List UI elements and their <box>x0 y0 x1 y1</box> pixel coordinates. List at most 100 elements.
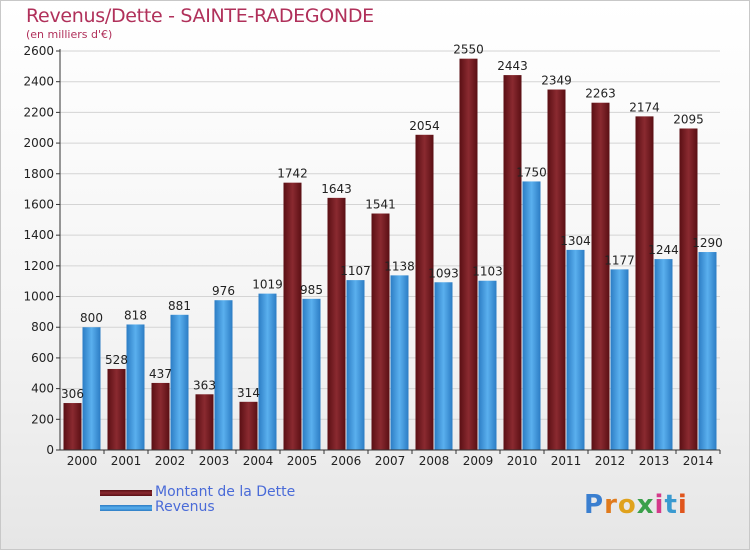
logo-letter: i <box>654 490 665 520</box>
y-tick-label: 2400 <box>23 75 54 89</box>
y-tick-label: 1800 <box>23 167 54 181</box>
bar-dette <box>415 134 434 451</box>
bar-revenus <box>522 181 541 450</box>
legend-label-debt: Montant de la Dette <box>155 484 296 500</box>
y-tick-label: 400 <box>31 382 54 396</box>
logo-letter: x <box>636 490 655 520</box>
y-tick-label: 600 <box>31 351 54 365</box>
data-label-dette: 1643 <box>321 182 352 196</box>
bar-dette <box>547 89 566 450</box>
x-tick-label: 2003 <box>199 454 230 468</box>
x-tick-label: 2006 <box>331 454 362 468</box>
y-tick-label: 2600 <box>23 44 54 58</box>
bar-revenus <box>214 300 233 450</box>
data-label-revenus: 1750 <box>516 165 547 179</box>
x-tick-label: 2012 <box>595 454 626 468</box>
data-label-revenus: 976 <box>212 284 235 298</box>
bar-revenus <box>566 249 585 450</box>
bar-dette <box>635 116 654 450</box>
data-label-dette: 2550 <box>453 43 484 57</box>
chart-subtitle: (en milliers d'€) <box>26 28 113 41</box>
data-label-dette: 2263 <box>585 87 616 101</box>
x-tick-label: 2007 <box>375 454 406 468</box>
data-label-layer: 306 800 528 818 437 881 363 976 314 1019 1742 985 16… <box>61 43 723 401</box>
legend-swatch-debt <box>100 490 152 496</box>
data-label-revenus: 985 <box>300 283 323 297</box>
data-label-revenus: 1177 <box>604 253 635 267</box>
data-label-dette: 363 <box>193 378 216 392</box>
x-tick-label: 2009 <box>463 454 494 468</box>
bar-revenus <box>610 269 629 450</box>
data-label-dette: 528 <box>105 353 128 367</box>
data-label-revenus: 881 <box>168 299 191 313</box>
data-label-revenus: 1290 <box>692 236 723 250</box>
bar-revenus <box>390 275 409 450</box>
x-tick-label: 2005 <box>287 454 318 468</box>
bar-dette <box>459 58 478 451</box>
data-label-dette: 2054 <box>409 119 440 133</box>
data-label-revenus: 1244 <box>648 243 679 257</box>
proxiti-logo: Proxiti <box>584 490 688 520</box>
data-label-dette: 2095 <box>673 112 704 126</box>
bar-revenus <box>82 327 101 450</box>
x-tick-label: 2002 <box>155 454 186 468</box>
bar-revenus <box>346 280 365 450</box>
logo-letter: P <box>584 490 605 520</box>
y-tick-label: 1200 <box>23 259 54 273</box>
data-label-revenus: 1304 <box>560 234 591 248</box>
logo-letter: i <box>677 490 688 520</box>
x-tick-label: 2004 <box>243 454 274 468</box>
logo-letter: t <box>664 490 678 520</box>
chart-title: Revenus/Dette - SAINTE-RADEGONDE <box>26 5 374 27</box>
data-label-revenus: 1103 <box>472 265 503 279</box>
bar-dette <box>371 213 390 450</box>
y-tick-label: 2200 <box>23 105 54 119</box>
bar-dette <box>503 75 522 451</box>
bar-dette <box>327 197 346 450</box>
y-tick-label: 200 <box>31 412 54 426</box>
y-tick-label: 2000 <box>23 136 54 150</box>
x-tick-label: 2000 <box>67 454 98 468</box>
data-label-dette: 1742 <box>277 167 308 181</box>
data-label-dette: 437 <box>149 367 172 381</box>
data-label-dette: 2349 <box>541 74 572 88</box>
data-label-revenus: 1138 <box>384 259 415 273</box>
bar-dette <box>591 102 610 450</box>
x-tick-label: 2010 <box>507 454 538 468</box>
bar-revenus <box>302 298 321 450</box>
data-label-revenus: 1093 <box>428 266 459 280</box>
y-tick-label: 0 <box>46 443 54 457</box>
y-tick-label: 1600 <box>23 197 54 211</box>
data-label-dette: 314 <box>237 386 260 400</box>
bar-revenus <box>698 252 717 450</box>
bar-revenus <box>478 280 497 450</box>
data-label-dette: 2443 <box>497 59 528 73</box>
logo-letter: o <box>617 490 637 520</box>
data-label-revenus: 1019 <box>252 278 283 292</box>
data-label-dette: 306 <box>61 387 84 401</box>
bar-revenus <box>258 293 277 450</box>
y-tick-label: 1400 <box>23 228 54 242</box>
bar-dette <box>151 382 170 450</box>
data-label-revenus: 1107 <box>340 264 371 278</box>
bar-dette <box>679 128 698 450</box>
bar-layer <box>63 58 717 451</box>
x-tick-label: 2001 <box>111 454 142 468</box>
legend-swatch-revenus <box>100 505 152 511</box>
x-tick-label: 2008 <box>419 454 450 468</box>
bar-dette <box>239 401 258 450</box>
data-label-dette: 2174 <box>629 100 660 114</box>
data-label-revenus: 818 <box>124 308 147 322</box>
x-tick-label: 2013 <box>639 454 670 468</box>
bar-revenus <box>126 324 145 450</box>
data-label-revenus: 800 <box>80 311 103 325</box>
axis-layer: 0 200 400 600 800 1000 1200 1400 1600 1800 2000 220… <box>23 44 721 468</box>
x-tick-label: 2014 <box>683 454 714 468</box>
bar-revenus <box>170 314 189 450</box>
logo-letter: r <box>604 490 618 520</box>
bar-revenus <box>434 282 453 450</box>
legend-label-revenus: Revenus <box>155 499 215 515</box>
data-label-dette: 1541 <box>365 198 396 212</box>
y-tick-label: 1000 <box>23 290 54 304</box>
bar-revenus <box>654 259 673 450</box>
